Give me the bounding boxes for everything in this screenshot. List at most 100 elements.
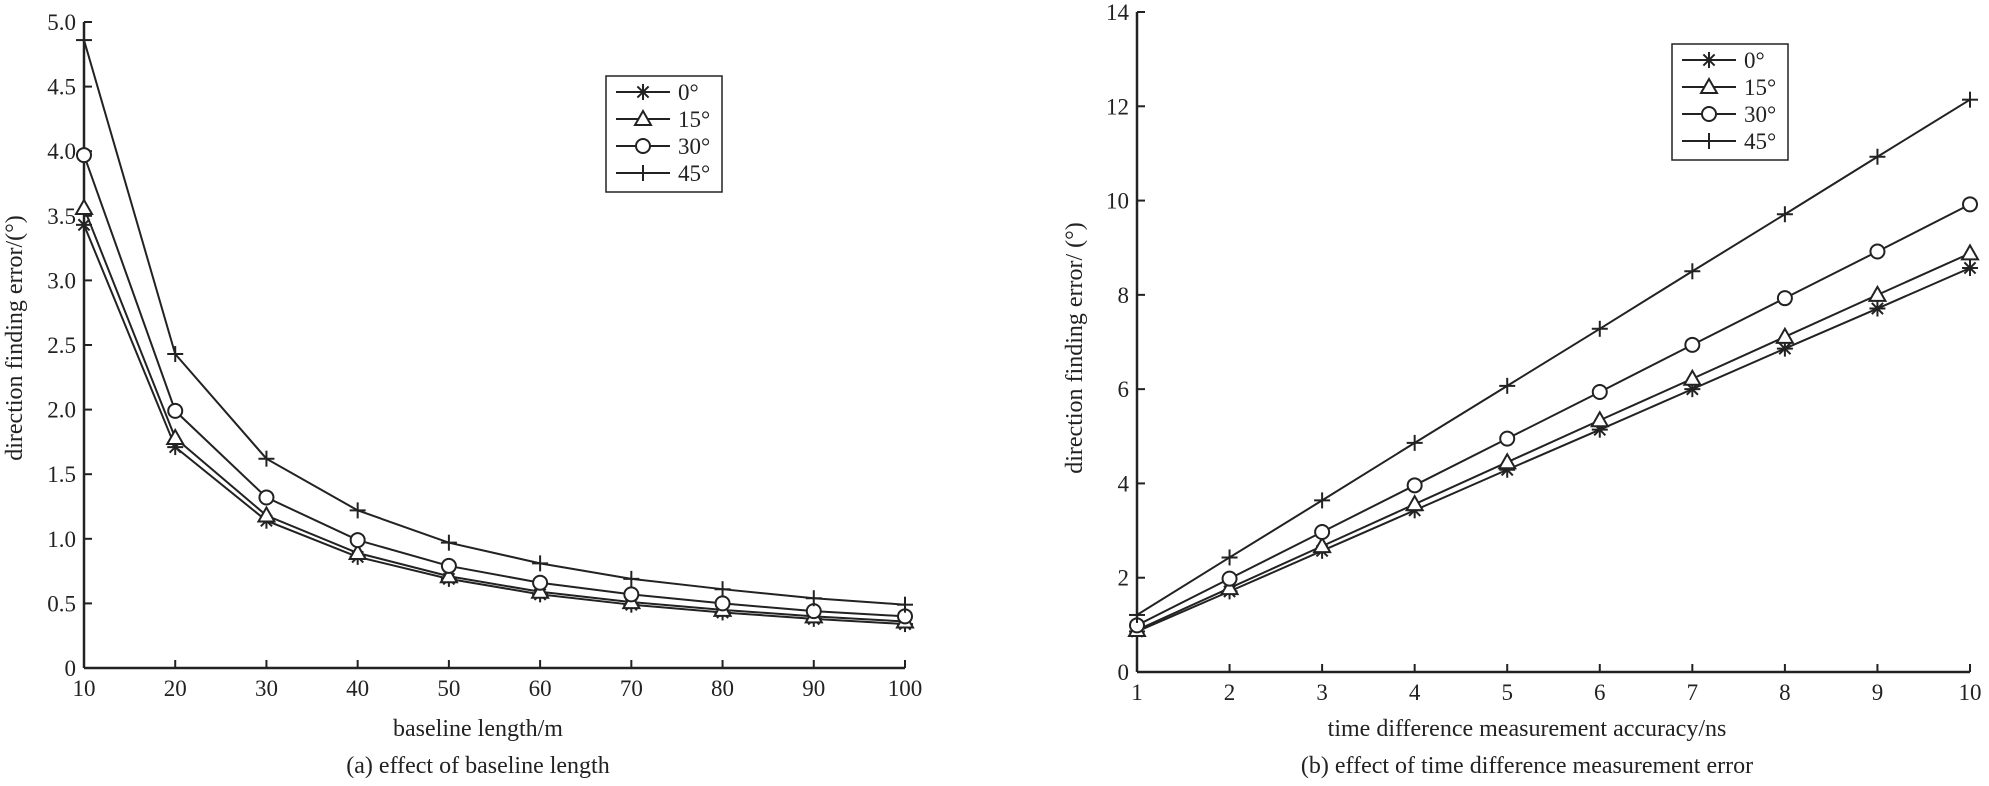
chart-a-point-3-3 — [349, 502, 366, 519]
chart-b-legend-marker-3 — [1701, 133, 1717, 149]
chart-a-point-1-2 — [256, 505, 277, 523]
chart-b-xlabel: time difference measurement accuracy/ns — [1328, 716, 1727, 742]
chart-b-legend-marker-0 — [1701, 52, 1717, 68]
chart-a-ytick-label: 0.5 — [47, 591, 76, 616]
chart-b-ytick-label: 6 — [1118, 377, 1130, 402]
chart-b-xtick-label: 6 — [1594, 680, 1606, 705]
chart-a-point-1-1 — [165, 428, 185, 446]
chart-a-point-1-3 — [347, 542, 368, 561]
chart-b-point-2-1 — [1221, 570, 1238, 587]
chart-b-point-1-5 — [1590, 410, 1610, 428]
chart-b-legend-label-2: 30° — [1744, 102, 1776, 127]
chart-a-series-line-2 — [83, 154, 906, 618]
chart-b-ytick-label: 8 — [1118, 283, 1130, 308]
chart-a-legend-label-1: 15° — [678, 107, 710, 132]
chart-b-series-line-3 — [1136, 98, 1971, 616]
chart-b-xtick-label: 2 — [1224, 680, 1236, 705]
chart-a-xtick-label: 80 — [711, 676, 734, 701]
chart-b-legend-marker-2 — [1701, 106, 1717, 122]
chart-b-point-3-9 — [1962, 91, 1978, 108]
chart-b-point-3-2 — [1314, 492, 1331, 509]
chart-b-series-line-0 — [1136, 267, 1971, 633]
chart-a-ytick-label: 1.0 — [47, 527, 76, 552]
chart-b-point-1-8 — [1867, 284, 1888, 302]
chart-a-ytick-label: 1.5 — [47, 462, 76, 487]
chart-a-ytick-label: 3.0 — [47, 268, 76, 293]
chart-a-xtick-label: 50 — [437, 676, 460, 701]
chart-b-point-1-1 — [1219, 578, 1240, 596]
chart-b-ytick-label: 2 — [1118, 566, 1130, 591]
chart-a-legend-marker-1 — [633, 108, 653, 126]
chart-a-point-1-4 — [439, 566, 459, 584]
chart-b-ytick-label: 0 — [1118, 660, 1130, 685]
chart-a-marks — [74, 32, 915, 633]
chart-a-point-3-7 — [714, 581, 731, 598]
chart-a-caption: (a) effect of baseline length — [346, 753, 609, 779]
chart-a-point-3-0 — [76, 32, 92, 49]
chart-b-point-0-9 — [1962, 259, 1978, 276]
chart-a-point-3-9 — [897, 596, 913, 613]
chart-b-point-1-6 — [1682, 368, 1703, 386]
chart-b-xtick-label: 1 — [1131, 680, 1143, 705]
chart-b-caption: (b) effect of time difference measuremen… — [1301, 753, 1753, 779]
chart-a-xtick-label: 20 — [164, 676, 187, 701]
chart-a-point-3-4 — [440, 534, 457, 551]
chart-a-xtick-label: 30 — [255, 676, 278, 701]
chart-a-legend: 0°15°30°45° — [605, 75, 723, 193]
chart-b-point-2-2 — [1314, 523, 1331, 540]
chart-b-point-3-6 — [1684, 263, 1701, 280]
chart-b-point-1-3 — [1404, 494, 1425, 512]
chart-a-xtick-label: 40 — [346, 676, 369, 701]
chart-a-xtick-label: 10 — [73, 676, 96, 701]
chart-a-series-line-1 — [83, 207, 906, 623]
chart-baseline-length: 10 20 30 40 50 60 70 80 90 100 0 0.5 1.0 1.5 2.0 2.5 3.0… — [2, 10, 922, 779]
chart-a-xtick-label: 70 — [620, 676, 643, 701]
chart-a-xlabel: baseline length/m — [393, 716, 563, 742]
chart-a-point-2-3 — [349, 532, 366, 549]
chart-b-point-2-5 — [1591, 383, 1608, 400]
chart-a-ytick-label: 3.5 — [47, 204, 76, 229]
chart-a-point-3-5 — [532, 555, 549, 572]
chart-a-point-1-0 — [74, 198, 94, 216]
chart-b-series-line-2 — [1136, 203, 1971, 627]
chart-a-ytick-label: 2.0 — [47, 398, 76, 423]
chart-b-point-2-9 — [1962, 196, 1978, 213]
chart-a-point-2-4 — [440, 557, 457, 574]
chart-a-point-0-0 — [76, 216, 92, 233]
chart-b-point-3-3 — [1406, 434, 1423, 451]
chart-a-point-2-1 — [167, 402, 184, 419]
chart-b-point-2-8 — [1869, 243, 1886, 260]
chart-b-point-3-8 — [1869, 148, 1886, 165]
chart-b-point-1-7 — [1775, 326, 1795, 344]
chart-b-ytick-label: 10 — [1106, 189, 1129, 214]
chart-b-marks — [1127, 91, 1980, 640]
chart-b-point-2-4 — [1499, 430, 1516, 447]
chart-b-xtick-label: 5 — [1501, 680, 1513, 705]
chart-b-series-line-1 — [1136, 252, 1971, 631]
chart-b-legend-marker-1 — [1699, 76, 1719, 94]
chart-a-xtick-label: 60 — [529, 676, 552, 701]
chart-a-legend-marker-3 — [635, 165, 651, 181]
chart-b-legend-label-1: 15° — [1744, 75, 1776, 100]
chart-a-ytick-label: 2.5 — [47, 333, 76, 358]
chart-b-xtick-label: 7 — [1687, 680, 1699, 705]
chart-a-point-2-0 — [76, 147, 92, 164]
chart-a-point-2-2 — [258, 489, 275, 506]
chart-a-ytick-label: 5.0 — [47, 10, 76, 35]
chart-a-series-line-0 — [83, 224, 906, 626]
chart-a-xtick-label: 100 — [888, 676, 923, 701]
chart-a-xtick-label: 90 — [802, 676, 825, 701]
chart-b-xtick-label: 3 — [1316, 680, 1328, 705]
chart-a-ytick-label: 4.5 — [47, 75, 76, 100]
chart-a-point-3-2 — [258, 450, 275, 467]
chart-a-legend-marker-0 — [635, 84, 651, 100]
chart-b-ytick-label: 4 — [1118, 471, 1130, 496]
chart-b-point-3-7 — [1776, 206, 1793, 223]
chart-a-legend-label-2: 30° — [678, 134, 710, 159]
chart-a-ytick-label: 0 — [65, 656, 77, 681]
chart-b-point-3-1 — [1221, 549, 1238, 566]
chart-a-axes: 10 20 30 40 50 60 70 80 90 100 0 0.5 1.0 1.5 2.0 2.5 3.0… — [47, 10, 922, 701]
